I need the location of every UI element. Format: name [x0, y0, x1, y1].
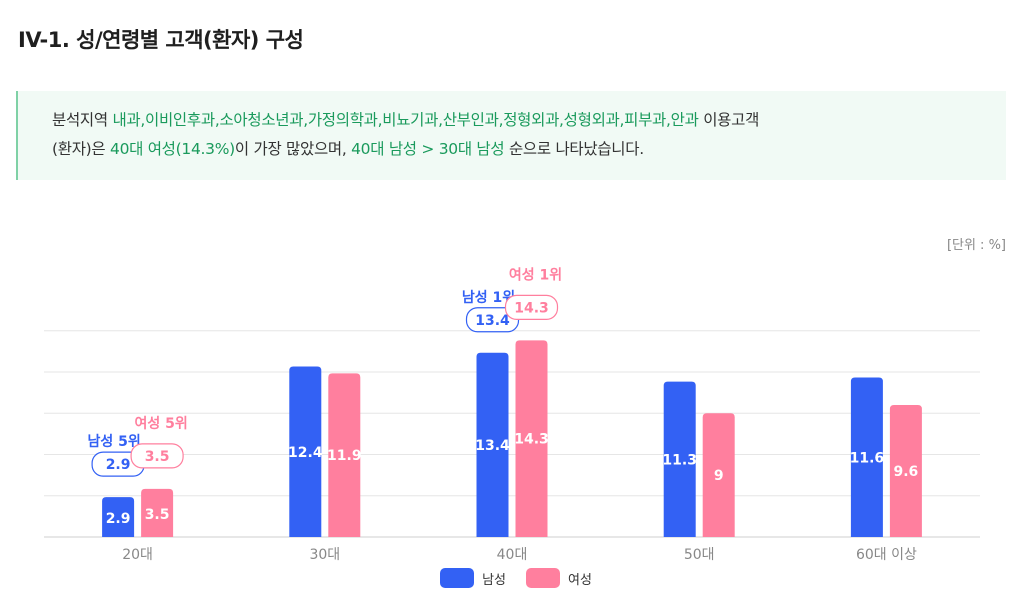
- summary-order: 40대 남성 > 30대 남성: [351, 140, 505, 158]
- data-label: 3.5: [145, 507, 170, 523]
- callout-value: 14.3: [514, 300, 549, 316]
- summary-box: 분석지역 내과,이비인후과,소아청소년과,가정의학과,비뇨기과,산부인과,정형외…: [16, 91, 1006, 180]
- summary-text-part: 이 가장 많았으며,: [234, 140, 352, 158]
- bar-female: [141, 488, 174, 537]
- legend-swatch-male: [440, 568, 475, 588]
- legend-label-male: 남성: [482, 572, 506, 588]
- bar-male: [850, 377, 883, 537]
- page-title: IV-1. 성/연령별 고객(환자) 구성: [18, 28, 304, 52]
- data-label: 11.9: [327, 448, 362, 464]
- summary-regions: 내과,이비인후과,소아청소년과,가정의학과,비뇨기과,산부인과,정형외과,성형외…: [112, 111, 699, 129]
- callout-value: 2.9: [106, 457, 131, 473]
- legend-swatch-female: [526, 568, 560, 588]
- data-label: 14.3: [514, 432, 549, 448]
- bar-male: [476, 352, 509, 537]
- data-label: 2.9: [106, 511, 131, 527]
- callout-rank-label: 여성 5위: [134, 415, 187, 432]
- bar-female: [328, 373, 361, 537]
- summary-text-part: 순으로 나타났습니다.: [504, 140, 644, 158]
- callout-rank-label: 남성 1위: [462, 289, 515, 306]
- summary-text: 분석지역 내과,이비인후과,소아청소년과,가정의학과,비뇨기과,산부인과,정형외…: [52, 106, 992, 164]
- bar-male: [663, 381, 696, 537]
- callout-rank-label: 남성 5위: [87, 433, 140, 450]
- legend-item-male[interactable]: 남성: [440, 568, 506, 588]
- legend-item-female[interactable]: 여성: [526, 568, 592, 588]
- unit-label: [단위 : %]: [946, 238, 1006, 253]
- chart-legend: 남성 여성: [0, 568, 1032, 588]
- summary-text-part: 분석지역: [52, 111, 113, 129]
- bar-male: [289, 366, 322, 537]
- x-tick-label: 50대: [684, 547, 715, 563]
- summary-text-part: (환자)은: [52, 140, 111, 158]
- x-tick-label: 30대: [309, 547, 340, 563]
- data-label: 11.6: [850, 450, 885, 466]
- bar-female: [889, 405, 922, 537]
- callout-value: 3.5: [145, 449, 170, 465]
- legend-label-female: 여성: [568, 572, 592, 588]
- data-label: 9: [714, 468, 724, 484]
- x-tick-label: 40대: [497, 547, 528, 563]
- summary-text-part: 이용고객: [698, 111, 760, 129]
- summary-top-group: 40대 여성(14.3%): [110, 140, 235, 158]
- data-label: 11.3: [662, 452, 697, 468]
- data-label: 13.4: [475, 438, 510, 454]
- callout-box-female: [504, 294, 559, 320]
- bar-female: [515, 340, 548, 537]
- x-tick-label: 20대: [122, 547, 153, 563]
- data-label: 9.6: [893, 464, 918, 480]
- data-label: 12.4: [288, 445, 323, 461]
- callout-rank-label: 여성 1위: [509, 266, 562, 283]
- x-tick-label: 60대 이상: [856, 547, 917, 563]
- bar-male: [102, 497, 135, 537]
- callout-value: 13.4: [475, 313, 510, 329]
- bar-female: [702, 413, 735, 537]
- callout-box-female: [130, 443, 184, 469]
